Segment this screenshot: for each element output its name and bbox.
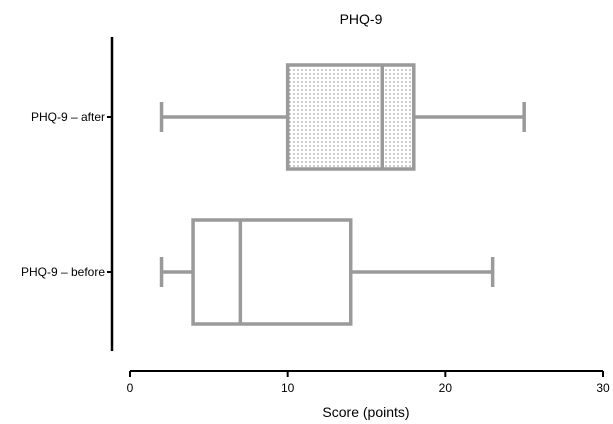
x-axis-label: Score (points) (322, 404, 409, 420)
x-tick-label: 20 (439, 381, 453, 395)
x-tick-label: 30 (596, 381, 610, 395)
category-label: PHQ-9 – before (21, 265, 105, 279)
box-iqr (285, 63, 416, 171)
chart-title: PHQ-9 (340, 11, 383, 27)
category-label: PHQ-9 – after (31, 110, 105, 124)
x-tick-label: 0 (127, 381, 134, 395)
x-tick-label: 10 (281, 381, 295, 395)
plot-area: 0 10 20 30 PHQ-9 – after PHQ-9 – before (21, 37, 610, 395)
box-iqr (191, 218, 353, 326)
